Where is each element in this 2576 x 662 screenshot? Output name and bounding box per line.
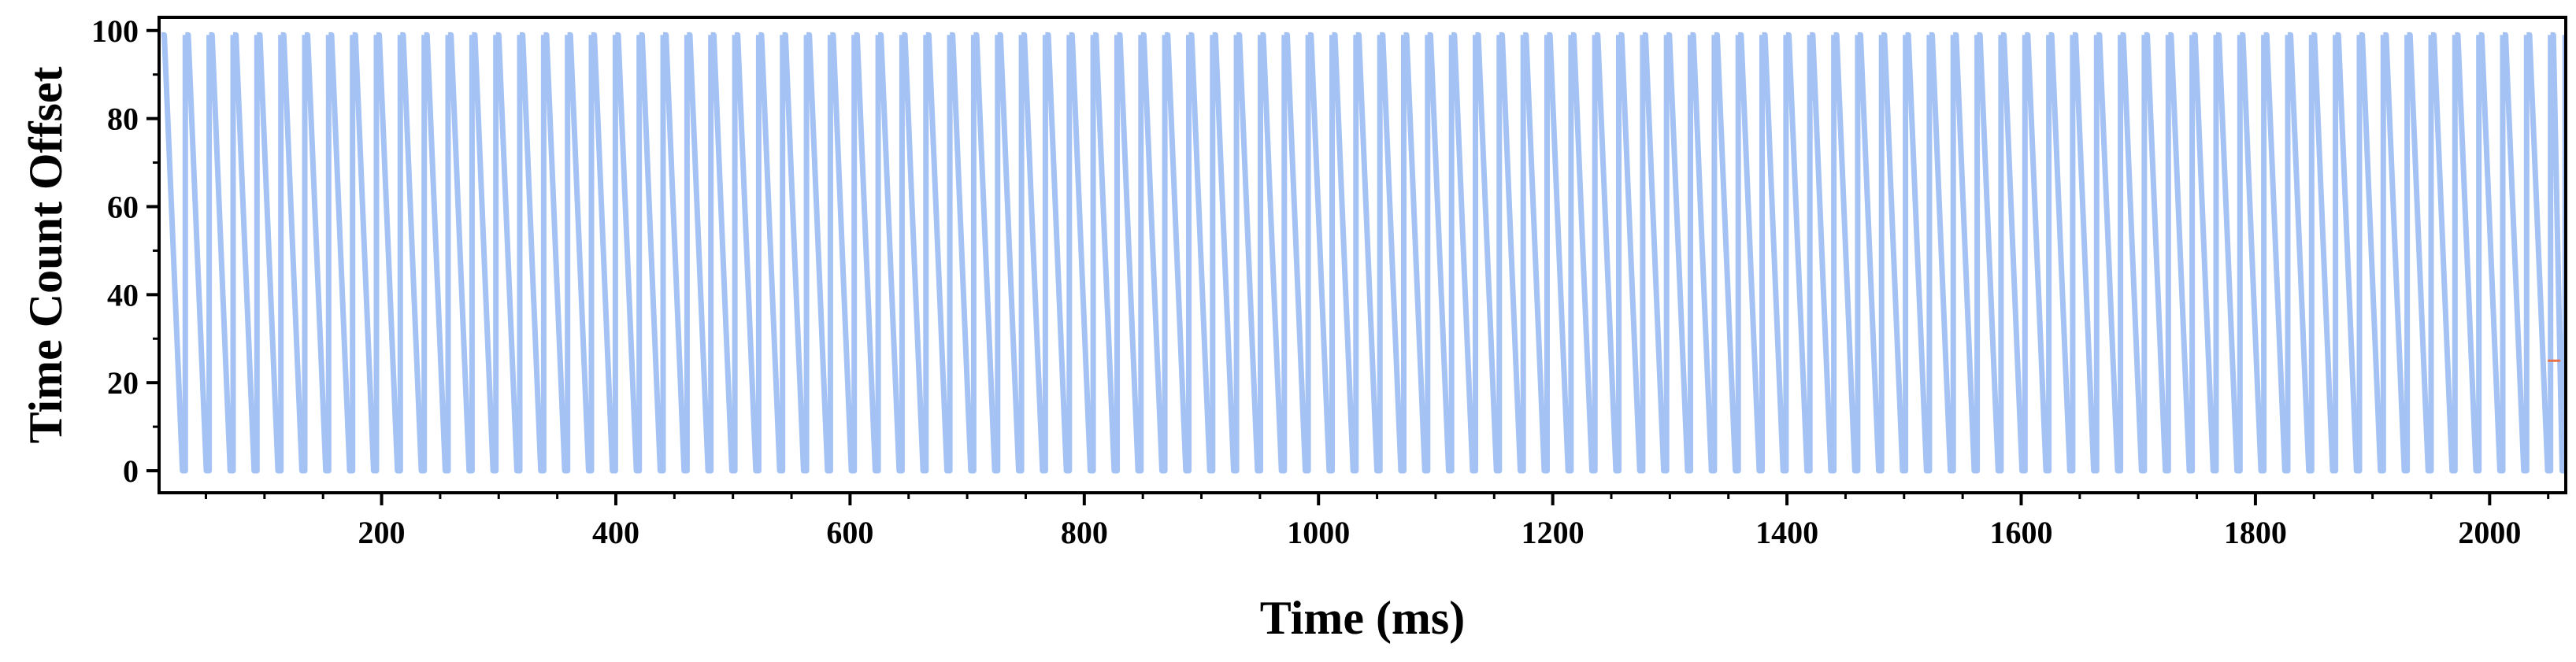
y-tick-label: 100: [91, 13, 139, 49]
y-axis-ticks: 0 20 40 60 80 100: [91, 13, 159, 489]
x-tick-label: 600: [826, 515, 873, 550]
x-tick-label: 2000: [2458, 515, 2521, 550]
x-tick-label: 1000: [1287, 515, 1350, 550]
x-axis-title: Time (ms): [1260, 592, 1466, 644]
x-tick-label: 800: [1061, 515, 1108, 550]
y-tick-label: 20: [107, 365, 139, 401]
series-line-0: [161, 31, 2566, 474]
plot-frame: [158, 16, 2567, 494]
x-tick-label: 400: [592, 515, 639, 550]
x-tick-label: 1600: [1989, 515, 2052, 550]
x-tick-label: 1200: [1522, 515, 1585, 550]
y-tick-label: 80: [107, 102, 139, 137]
y-tick-label: 40: [107, 277, 139, 313]
y-tick-label: 0: [123, 453, 139, 489]
series-sawtooth: [161, 31, 2566, 474]
y-axis-title: Time Count Offset: [20, 67, 72, 444]
x-tick-label: 1800: [2224, 515, 2287, 550]
x-axis-ticks: 200 400 600 800 1000 1200 1400 1600 1800 2000: [204, 493, 2550, 550]
x-tick-label: 200: [358, 515, 406, 550]
y-tick-label: 60: [107, 189, 139, 224]
x-tick-label: 1400: [1755, 515, 1818, 550]
